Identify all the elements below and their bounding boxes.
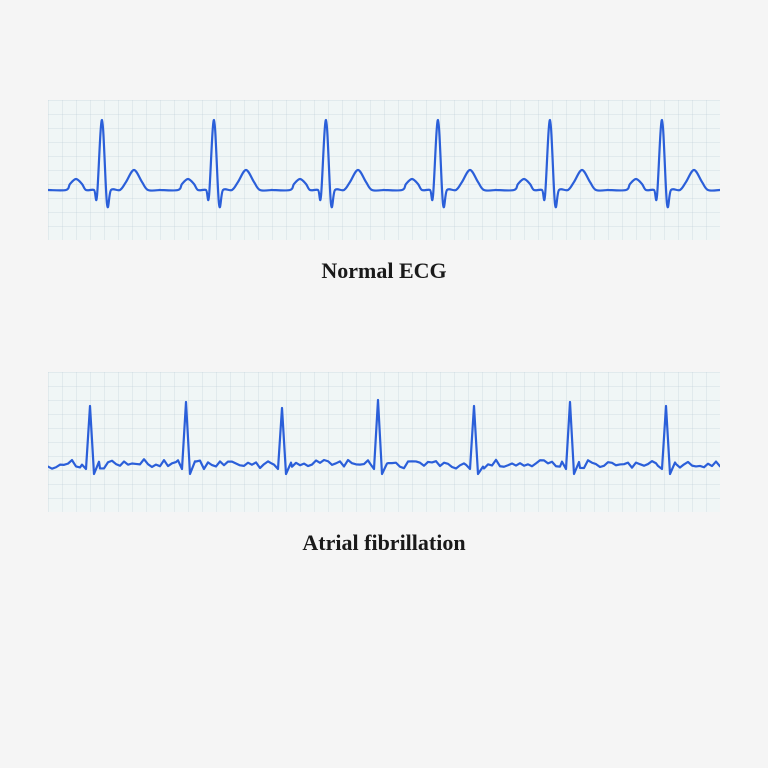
afib-ecg-caption: Atrial fibrillation bbox=[302, 530, 465, 556]
normal-ecg-panel bbox=[48, 100, 720, 240]
normal-ecg-caption: Normal ECG bbox=[321, 258, 446, 284]
afib-ecg-trace bbox=[48, 372, 720, 512]
normal-ecg-trace bbox=[48, 100, 720, 240]
afib-ecg-panel bbox=[48, 372, 720, 512]
